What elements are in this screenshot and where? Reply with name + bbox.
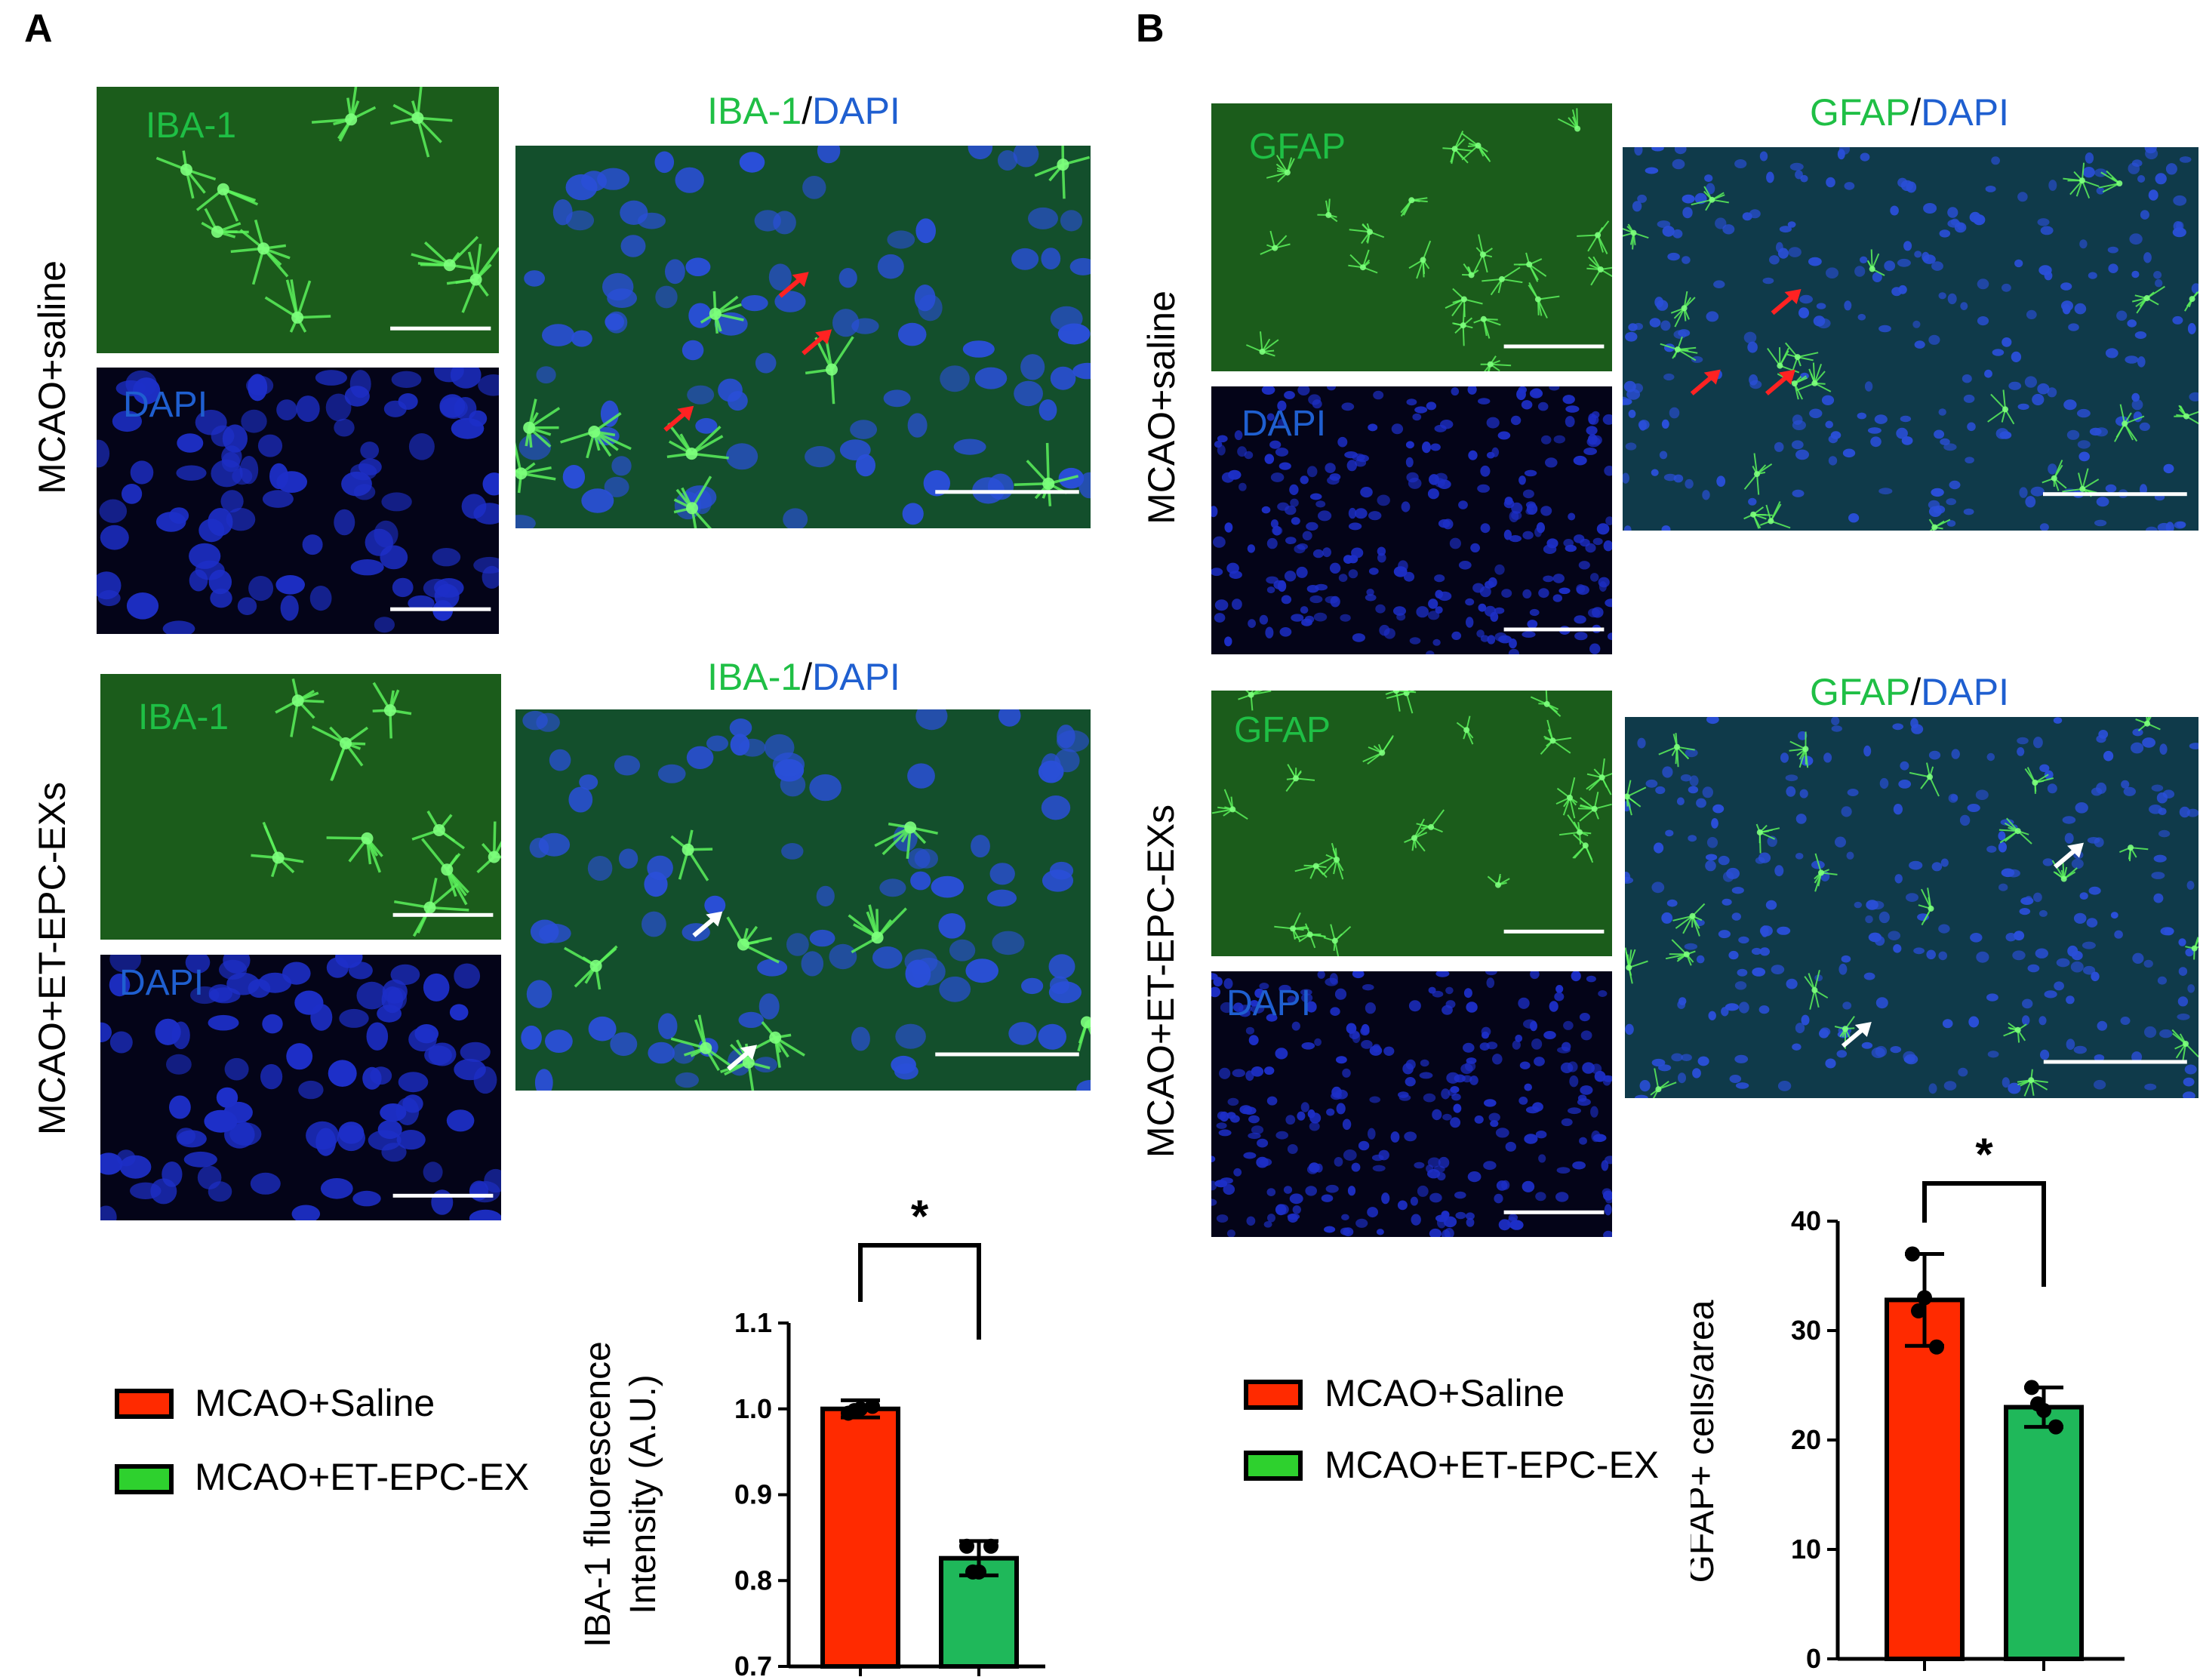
micrograph-b-exo-dapi: DAPI bbox=[1211, 971, 1612, 1237]
group-label-a-saline: MCAO+saline bbox=[30, 211, 75, 543]
stain-label: DAPI bbox=[1226, 983, 1311, 1024]
data-point bbox=[1905, 1247, 1920, 1262]
bar bbox=[823, 1409, 898, 1666]
chart-gfap: 0 10 20 30 40 * GFAP+ cells/area bbox=[1691, 1132, 2200, 1676]
merge-blue: DAPI bbox=[812, 90, 900, 132]
legend-label-exosome: MCAO+ET-EPC-EX bbox=[195, 1455, 529, 1499]
merge-green: GFAP bbox=[1810, 671, 1910, 713]
y-tick-label: 0.8 bbox=[734, 1565, 772, 1595]
y-tick-label: 30 bbox=[1791, 1315, 1821, 1346]
y-tick-label: 40 bbox=[1791, 1205, 1821, 1236]
stain-label: DAPI bbox=[123, 384, 208, 426]
data-point bbox=[959, 1539, 974, 1554]
data-point bbox=[865, 1398, 880, 1414]
y-axis-label: GFAP+ cells/area bbox=[1691, 1300, 1722, 1583]
micrograph-b-exo-gfap: GFAP bbox=[1211, 691, 1612, 956]
panel-letter-a: A bbox=[24, 6, 53, 51]
y-tick-label: 1.1 bbox=[734, 1307, 772, 1338]
group-label-b-exosome: MCAO+ET-EPC-EXs bbox=[1139, 774, 1184, 1189]
micrograph-b-exo-merge bbox=[1625, 717, 2198, 1098]
legend-label-saline-b: MCAO+Saline bbox=[1325, 1371, 1565, 1415]
data-point bbox=[2030, 1396, 2045, 1411]
micrograph-a-exo-merge bbox=[515, 709, 1091, 1091]
significance-bracket bbox=[860, 1245, 979, 1340]
y-tick-label: 0.9 bbox=[734, 1479, 772, 1510]
y-tick-label: 20 bbox=[1791, 1424, 1821, 1455]
group-label-a-exosome: MCAO+ET-EPC-EXs bbox=[30, 751, 75, 1166]
group-label-b-saline: MCAO+saline bbox=[1140, 242, 1185, 574]
legend-swatch-saline bbox=[115, 1389, 174, 1419]
data-point bbox=[983, 1539, 998, 1554]
merge-sep: / bbox=[802, 656, 812, 698]
merge-sep: / bbox=[1910, 91, 1921, 134]
significance-star: * bbox=[911, 1192, 929, 1242]
data-point bbox=[847, 1403, 862, 1418]
legend-swatch-saline-b bbox=[1244, 1380, 1303, 1410]
merge-sep: / bbox=[1910, 671, 1921, 713]
legend-swatch-exosome-b bbox=[1244, 1451, 1303, 1481]
merge-sep: / bbox=[802, 90, 812, 132]
micrograph-b-saline-gfap: GFAP bbox=[1211, 103, 1612, 371]
data-point bbox=[1917, 1291, 1932, 1306]
merge-green: GFAP bbox=[1810, 91, 1910, 134]
stain-label: GFAP bbox=[1234, 709, 1331, 751]
bar bbox=[1887, 1300, 1962, 1659]
micrograph-a-exo-iba1: IBA-1 bbox=[100, 674, 501, 940]
stain-label: DAPI bbox=[119, 962, 204, 1004]
stain-label: IBA-1 bbox=[138, 697, 229, 738]
stain-label: GFAP bbox=[1249, 126, 1346, 168]
stain-label: IBA-1 bbox=[146, 105, 236, 146]
legend-swatch-exosome bbox=[115, 1464, 174, 1494]
merge-blue: DAPI bbox=[1921, 671, 2009, 713]
merge-green: IBA-1 bbox=[707, 656, 802, 698]
merge-title-b-saline: GFAP/DAPI bbox=[1623, 91, 2196, 134]
micrograph-a-saline-merge bbox=[515, 146, 1091, 528]
significance-bracket bbox=[1925, 1183, 2044, 1287]
y-tick-label: 10 bbox=[1791, 1534, 1821, 1565]
data-point bbox=[2048, 1420, 2063, 1435]
y-tick-label: 0.7 bbox=[734, 1651, 772, 1676]
micrograph-b-saline-dapi: DAPI bbox=[1211, 386, 1612, 654]
data-point bbox=[2024, 1380, 2039, 1395]
micrograph-b-saline-merge bbox=[1623, 147, 2198, 531]
y-tick-label: 0 bbox=[1806, 1643, 1821, 1674]
legend-label-saline: MCAO+Saline bbox=[195, 1381, 435, 1425]
panel-letter-b: B bbox=[1136, 6, 1165, 51]
micrograph-a-saline-dapi: DAPI bbox=[97, 368, 499, 634]
bar bbox=[2006, 1408, 2082, 1660]
y-tick-label: 1.0 bbox=[734, 1393, 772, 1424]
legend-label-exosome-b: MCAO+ET-EPC-EX bbox=[1325, 1443, 1659, 1487]
merge-title-a-exo: IBA-1/DAPI bbox=[517, 655, 1091, 699]
data-point bbox=[965, 1565, 980, 1580]
micrograph-a-saline-iba1: IBA-1 bbox=[97, 87, 499, 353]
merge-blue: DAPI bbox=[812, 656, 900, 698]
micrograph-a-exo-dapi: DAPI bbox=[100, 955, 501, 1220]
data-point bbox=[1929, 1340, 1944, 1355]
merge-title-a-saline: IBA-1/DAPI bbox=[517, 89, 1091, 133]
data-point bbox=[1911, 1303, 1926, 1318]
stain-label: DAPI bbox=[1242, 403, 1326, 445]
significance-star: * bbox=[1975, 1132, 1993, 1180]
merge-blue: DAPI bbox=[1921, 91, 2009, 134]
merge-green: IBA-1 bbox=[707, 90, 802, 132]
merge-title-b-exo: GFAP/DAPI bbox=[1623, 670, 2196, 714]
